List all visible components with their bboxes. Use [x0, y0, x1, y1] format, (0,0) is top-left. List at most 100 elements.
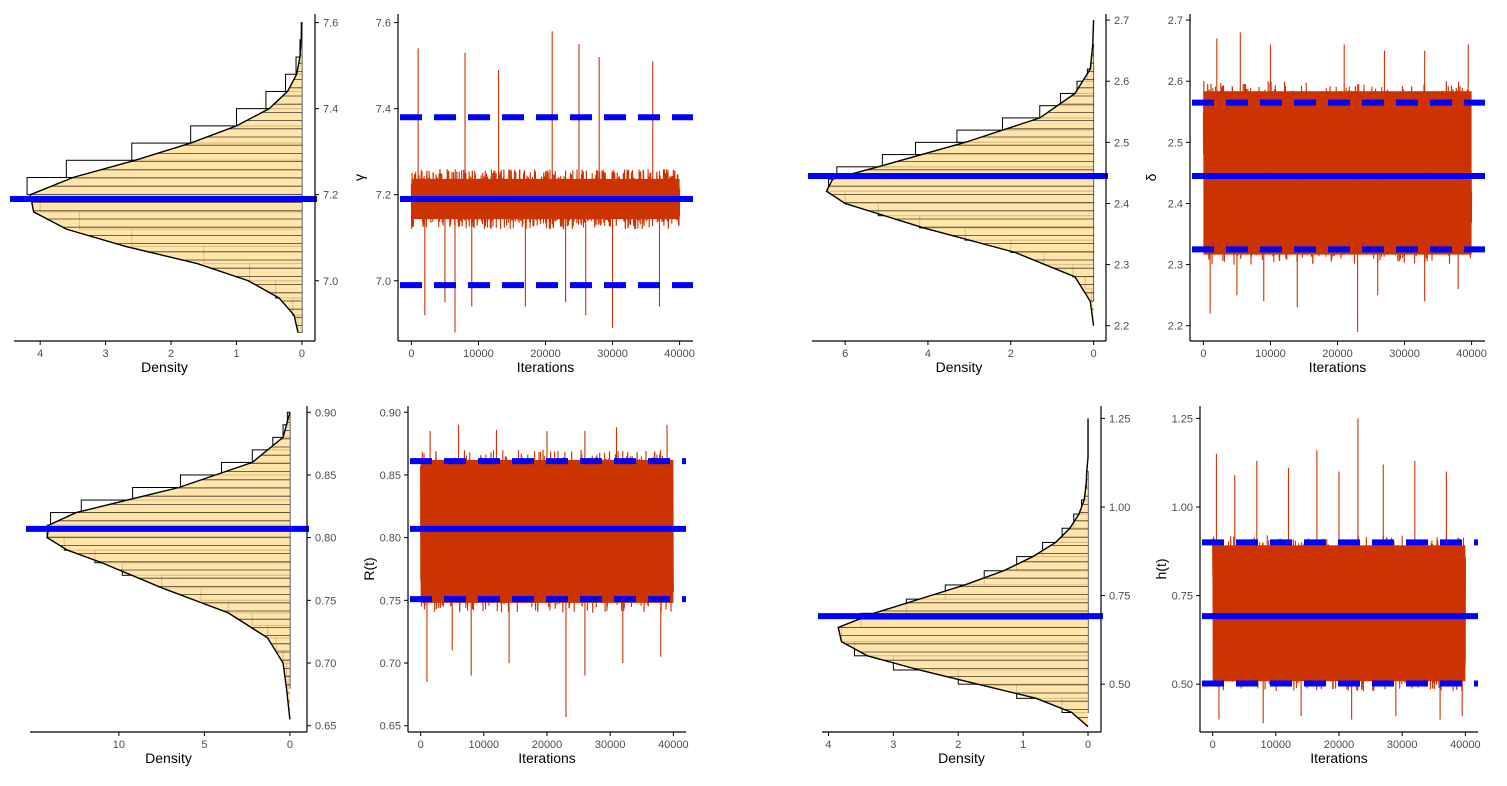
x-axis-title: Iterations	[517, 359, 575, 375]
x-tick-label: 2	[1008, 348, 1014, 360]
y-tick-label: 7.6	[323, 18, 338, 30]
y-tick-label: 7.4	[376, 104, 391, 116]
x-tick-label: 30000	[1389, 348, 1420, 360]
y-tick-label: 0.65	[380, 721, 401, 733]
gamma-density-plot-area	[26, 22, 303, 333]
y-tick-label: 7.2	[376, 190, 391, 202]
x-tick-label: 1	[1020, 739, 1026, 751]
y-tick-label: 2.7	[1168, 15, 1183, 27]
x-tick-label: 0	[418, 739, 424, 751]
y-tick-label: 1.25	[1172, 413, 1193, 425]
x-tick-label: 4	[825, 739, 831, 751]
R-density-panel: 0.65 0.70 0.75 0.80 0.85 0.90 10 5 0 Density	[26, 406, 336, 766]
y-tick-label: 2.2	[1168, 321, 1183, 333]
y-tick-label: 0.90	[380, 407, 401, 419]
density-curve	[46, 412, 291, 720]
delta-trace-panel: 2.2 2.3 2.4 2.5 2.6 2.7 δ 0 10000 20000 30000 40000…	[1143, 14, 1487, 375]
y-tick-label: 2.4	[1168, 198, 1183, 210]
x-tick-label: 20000	[1324, 739, 1355, 751]
h-density-plot-area	[837, 418, 1089, 728]
y-tick-label: 0.50	[1109, 679, 1130, 691]
y-tick-label: 1.25	[1109, 413, 1130, 425]
x-axis-title: Density	[141, 359, 188, 375]
x-axis-title: Iterations	[1309, 359, 1367, 375]
x-tick-label: 3	[103, 348, 109, 360]
x-tick-label: 0	[287, 739, 293, 751]
y-tick-label: 0.85	[315, 470, 336, 482]
h-trace-plot-area	[1212, 418, 1466, 724]
x-tick-label: 10000	[463, 348, 494, 360]
y-tick-label: 0.50	[1172, 679, 1193, 691]
y-tick-label: 2.6	[1114, 76, 1129, 88]
x-tick-label: 30000	[597, 348, 628, 360]
gamma-trace-panel: 7.0 7.2 7.4 7.6 γ 0 10000 20000 30000 40000 Iterat…	[351, 14, 695, 375]
y-tick-label: 0.85	[380, 470, 401, 482]
density-fill	[838, 418, 1089, 727]
x-tick-label: 30000	[595, 739, 626, 751]
y-tick-label: 0.80	[315, 533, 336, 545]
y-tick-label: 7.0	[376, 276, 391, 288]
y-tick-label: 2.7	[1114, 15, 1129, 27]
density-fill	[47, 412, 290, 720]
R-trace-plot-area	[420, 424, 674, 717]
x-tick-label: 5	[201, 739, 207, 751]
x-tick-label: 40000	[664, 348, 695, 360]
x-axis-title: Iterations	[1310, 750, 1368, 766]
x-tick-label: 20000	[532, 739, 563, 751]
y-tick-label: 2.3	[1168, 260, 1183, 272]
y-axis-title: δ	[1143, 173, 1159, 181]
y-tick-label: 0.75	[1172, 591, 1193, 603]
x-tick-label: 0	[299, 348, 305, 360]
y-axis-title: γ	[351, 174, 367, 181]
y-tick-label: 0.75	[1109, 591, 1130, 603]
h-trace-panel: 0.50 0.75 1.00 1.25 h(t) 0 10000 20000 30000 4000…	[1153, 406, 1481, 766]
R-trace-panel: 0.65 0.70 0.75 0.80 0.85 0.90 R(t) 0 10000 20000 3…	[361, 406, 689, 766]
y-tick-label: 2.5	[1168, 137, 1183, 149]
y-tick-label: 7.6	[376, 18, 391, 30]
density-curve	[29, 22, 303, 333]
y-tick-label: 0.65	[315, 721, 336, 733]
x-tick-label: 30000	[1387, 739, 1418, 751]
y-tick-label: 7.2	[323, 190, 338, 202]
gamma-density-panel: 7.0 7.2 7.4 7.6 4 3 2 1 0 Density	[10, 14, 338, 375]
x-axis-title: Iterations	[518, 750, 576, 766]
x-axis-title: Density	[936, 359, 983, 375]
x-tick-label: 6	[842, 348, 848, 360]
x-tick-label: 3	[890, 739, 896, 751]
x-axis-title: Density	[145, 750, 192, 766]
density-fill	[30, 22, 302, 333]
x-tick-label: 40000	[1456, 348, 1487, 360]
density-fill	[826, 20, 1094, 326]
x-tick-label: 0	[1091, 348, 1097, 360]
y-tick-label: 7.4	[323, 104, 338, 116]
y-tick-label: 1.00	[1172, 502, 1193, 514]
y-axis-title: R(t)	[361, 557, 377, 580]
x-axis-title: Density	[938, 750, 985, 766]
x-tick-label: 20000	[530, 348, 561, 360]
density-curve	[825, 20, 1095, 326]
x-tick-label: 4	[37, 348, 43, 360]
y-tick-label: 2.4	[1114, 198, 1129, 210]
x-tick-label: 20000	[1322, 348, 1353, 360]
y-tick-label: 0.70	[315, 658, 336, 670]
y-tick-label: 0.90	[315, 407, 336, 419]
y-tick-label: 2.6	[1168, 76, 1183, 88]
x-tick-label: 1	[233, 348, 239, 360]
y-tick-label: 0.70	[380, 658, 401, 670]
trace-band	[1203, 91, 1472, 255]
x-tick-label: 10000	[1255, 348, 1286, 360]
y-tick-label: 2.5	[1114, 137, 1129, 149]
x-tick-label: 4	[925, 348, 931, 360]
R-density-plot-area	[46, 411, 291, 720]
x-tick-label: 2	[168, 348, 174, 360]
h-density-panel: 0.50 0.75 1.00 1.25 4 3 2 1 0 Density	[818, 406, 1130, 766]
x-tick-label: 10	[113, 739, 125, 751]
y-tick-label: 1.00	[1109, 502, 1130, 514]
delta-trace-plot-area	[1202, 32, 1473, 332]
x-tick-label: 0	[1200, 348, 1206, 360]
y-tick-label: 7.0	[323, 276, 338, 288]
x-tick-label: 40000	[1450, 739, 1481, 751]
x-tick-label: 2	[955, 739, 961, 751]
x-tick-label: 0	[1210, 739, 1216, 751]
